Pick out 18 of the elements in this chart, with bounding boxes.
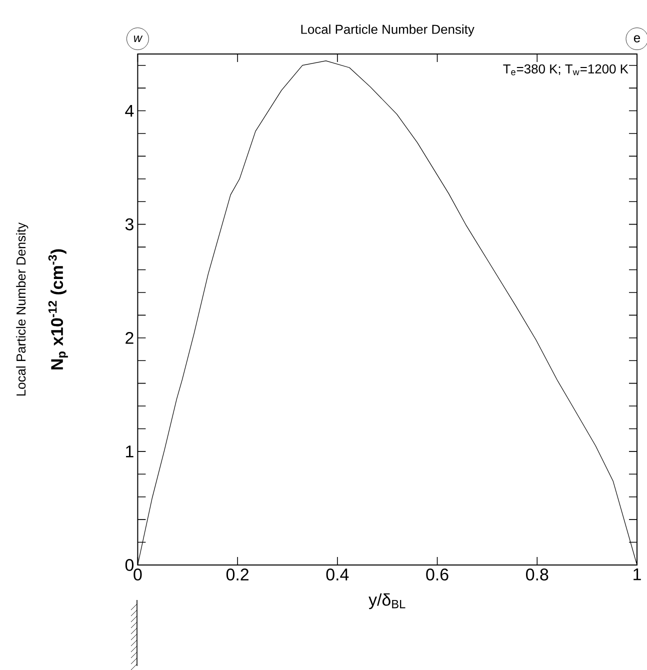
- y-tick-label: 1: [126, 446, 134, 458]
- y-tick-label: 4: [125, 104, 134, 117]
- annotation: T$_{e}$=380 K; T$_{w}$=1200 K: [503, 64, 628, 76]
- chart-title: Local Particle Number Density: [301, 24, 474, 36]
- x-tick-label: 1: [634, 568, 641, 580]
- y-axis-title: N$_{p}$ x10$^{-12}$ (cm$^{-3}$): [48, 249, 68, 370]
- y-tick-label: 0: [125, 558, 134, 571]
- y-tick-label: 2: [126, 332, 134, 344]
- y-tick-label: 3: [125, 218, 134, 230]
- text: Local Particle Number Density: [16, 222, 28, 396]
- x-tick-label: 0.2: [226, 568, 248, 581]
- x-tick-label: 0.6: [426, 568, 448, 581]
- x-tick-label: 0.8: [526, 568, 548, 581]
- x-axis-title: y/δ$_{BL}$: [368, 593, 406, 610]
- text: e: [634, 35, 640, 42]
- text: w: [134, 36, 143, 42]
- x-tick-label: 0.4: [326, 568, 349, 581]
- x-tick-label: 0: [134, 568, 142, 581]
